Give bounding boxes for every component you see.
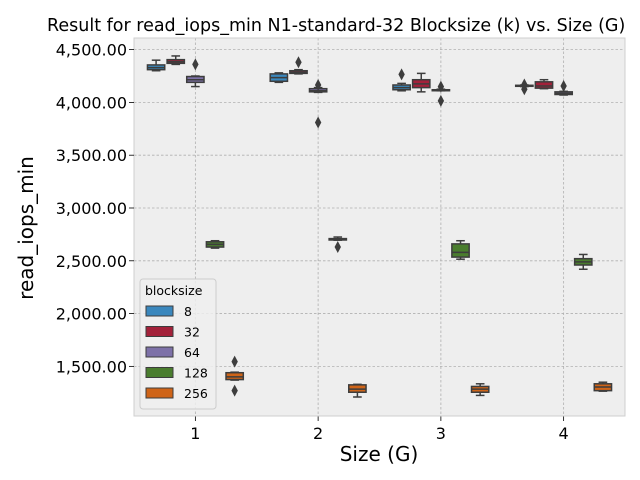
legend-swatch-32 [145, 326, 174, 337]
legend: blocksize 8 32 64 128 256 [139, 278, 217, 410]
box-64-4 [554, 80, 574, 96]
outlier-point [521, 83, 528, 96]
outlier-point [560, 80, 567, 93]
box-128-1 [205, 239, 225, 249]
legend-label-256: 256 [184, 386, 208, 401]
plot-frame [133, 37, 626, 417]
box-body [451, 243, 470, 258]
box-128-2 [328, 236, 348, 254]
x-tick-label: 2 [313, 424, 323, 443]
outlier-point [437, 94, 445, 107]
y-tick-label: 3,500.00 [56, 146, 127, 165]
outlier-point [231, 384, 238, 397]
box-256-3 [470, 383, 490, 397]
chart-title: Result for read_iops_min N1-standard-32 … [47, 16, 625, 36]
box-8-3 [392, 68, 411, 92]
legend-label-32: 32 [184, 325, 200, 340]
x-tick-label: 4 [559, 424, 569, 443]
outlier-point [334, 241, 341, 254]
legend-label-128: 128 [184, 366, 208, 381]
box-64-1 [185, 58, 205, 88]
legend-swatch-128 [145, 367, 174, 378]
legend-title: blocksize [145, 283, 203, 298]
box-32-2 [289, 56, 308, 75]
legend-label-64: 64 [184, 345, 200, 360]
x-tick-label: 1 [190, 424, 200, 443]
x-tick-label: 3 [436, 424, 446, 443]
y-tick-label: 3,000.00 [56, 199, 127, 218]
legend-swatch-64 [145, 346, 174, 358]
y-tick-label: 4,000.00 [56, 93, 127, 112]
outlier-point [314, 78, 322, 91]
box-32-1 [166, 55, 186, 66]
box-8-1 [146, 59, 166, 72]
outlier-point [192, 58, 199, 71]
legend-label-8: 8 [184, 304, 192, 319]
legend-swatch-256 [145, 387, 174, 399]
y-axis-label: read_iops_min [14, 156, 38, 300]
box-256-4 [593, 381, 613, 392]
box-body [225, 371, 245, 381]
y-tick-label: 1,500.00 [56, 357, 127, 376]
y-tick-label: 2,000.00 [56, 305, 127, 324]
box-8-4 [514, 78, 534, 96]
outlier-point [231, 355, 238, 368]
outlier-point [295, 56, 302, 69]
box-64-3 [431, 80, 451, 107]
box-32-4 [534, 78, 554, 90]
y-tick-label: 4,500.00 [56, 41, 127, 60]
box-256-2 [348, 383, 367, 398]
box-32-3 [411, 72, 431, 93]
box-8-2 [269, 72, 289, 84]
box-256-1 [225, 355, 245, 397]
x-axis: 1 2 3 4 [133, 37, 626, 443]
box-64-2 [308, 78, 328, 129]
outlier-point [398, 68, 405, 81]
outlier-point [314, 116, 322, 129]
outlier-point [437, 80, 445, 93]
box-128-4 [573, 253, 593, 270]
x-axis-label: Size (G) [340, 442, 419, 466]
y-tick-label: 2,500.00 [56, 252, 127, 271]
boxes [146, 55, 613, 398]
legend-swatch-8 [145, 305, 174, 317]
y-axis: 1,500.00 2,000.00 2,500.00 3,000.00 3,500.00… [56, 41, 134, 376]
box-body [534, 81, 554, 89]
box-128-3 [451, 239, 470, 260]
